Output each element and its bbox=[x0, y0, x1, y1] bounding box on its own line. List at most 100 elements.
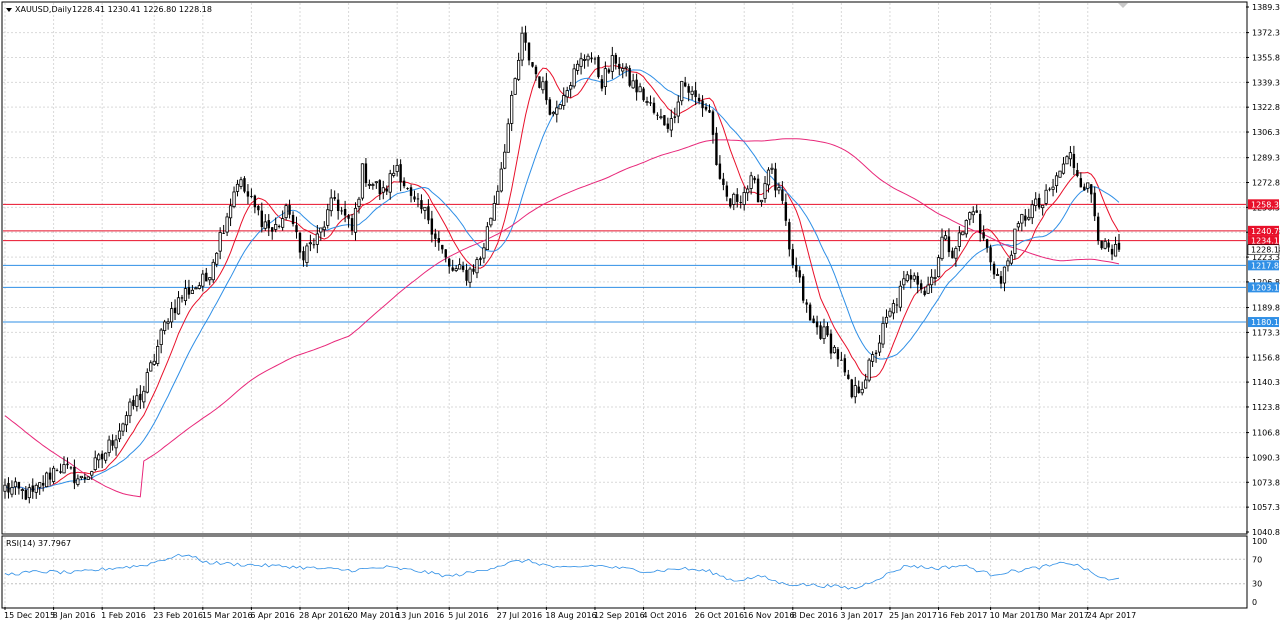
candle-body-down bbox=[1096, 216, 1100, 241]
ma-line-20 bbox=[4, 69, 1120, 490]
candle-body-down bbox=[788, 222, 791, 250]
time-tick-label: 12 Sep 2016 bbox=[594, 611, 645, 620]
ohlc-readout: 1228.41 1230.41 1226.80 1228.18 bbox=[72, 5, 212, 14]
candle-body-up bbox=[45, 472, 49, 488]
rsi-tick-label: 0 bbox=[1252, 598, 1257, 607]
candle-body-down bbox=[336, 199, 340, 211]
candle-body-up bbox=[881, 322, 885, 345]
candle-body-up bbox=[936, 257, 941, 278]
candle-body-up bbox=[145, 372, 149, 393]
candle-body-down bbox=[736, 194, 739, 202]
candle-body-up bbox=[152, 360, 156, 365]
candle-body-up bbox=[503, 151, 507, 169]
candle-body-up bbox=[645, 101, 649, 103]
price-tick-label: 1289.30 bbox=[1252, 154, 1280, 163]
candle-body-down bbox=[83, 477, 87, 480]
candle-body-up bbox=[1002, 266, 1007, 284]
candle-body-up bbox=[555, 107, 559, 115]
level-price-tag-label: 1240.71 bbox=[1251, 227, 1280, 236]
candle-body-down bbox=[826, 325, 829, 336]
candle-body-up bbox=[759, 199, 764, 203]
candle-body-up bbox=[274, 224, 278, 230]
candle-body-down bbox=[923, 290, 926, 295]
candle-body-up bbox=[929, 276, 934, 286]
candle-body-down bbox=[534, 66, 538, 75]
candle-body-up bbox=[912, 275, 916, 280]
candle-body-up bbox=[1068, 152, 1073, 160]
candle-body-up bbox=[458, 264, 462, 270]
price-tick-label: 1073.80 bbox=[1252, 478, 1280, 487]
candle-body-down bbox=[420, 200, 423, 210]
candle-body-down bbox=[302, 251, 305, 261]
candle-body-up bbox=[926, 284, 930, 294]
candle-body-down bbox=[798, 270, 801, 278]
candle-body-up bbox=[97, 454, 101, 461]
candle-body-up bbox=[1016, 223, 1020, 228]
candle-body-up bbox=[1113, 243, 1118, 257]
candle-body-down bbox=[850, 379, 853, 398]
candle-body-down bbox=[31, 485, 34, 492]
price-tick-label: 1040.80 bbox=[1252, 528, 1280, 537]
level-price-tag-label: 1217.81 bbox=[1251, 261, 1280, 270]
candle-body-up bbox=[34, 484, 38, 493]
candle-body-up bbox=[124, 415, 129, 426]
candle-body-up bbox=[90, 471, 94, 476]
candle-body-up bbox=[211, 261, 215, 281]
candle-body-up bbox=[1009, 254, 1014, 264]
candle-body-up bbox=[329, 197, 333, 212]
candle-body-down bbox=[399, 164, 402, 183]
candle-body-up bbox=[423, 206, 427, 211]
price-tick-label: 1123.80 bbox=[1252, 403, 1280, 412]
candle-body-down bbox=[697, 97, 701, 101]
dropdown-triangle-icon[interactable] bbox=[6, 8, 12, 12]
candle-body-down bbox=[857, 386, 860, 393]
candle-body-up bbox=[680, 80, 684, 102]
price-axis[interactable]: 1389.30 1372.30 1355.80 1339.30 1322.80 1306.… bbox=[1246, 3, 1280, 607]
candle-body-down bbox=[55, 470, 59, 472]
candle-body-down bbox=[711, 111, 715, 135]
candle-body-down bbox=[704, 106, 708, 110]
candle-body-up bbox=[968, 212, 972, 220]
candle-body-down bbox=[527, 42, 531, 61]
candle-body-down bbox=[1037, 197, 1041, 208]
candle-body-down bbox=[843, 358, 847, 373]
candle-body-down bbox=[7, 483, 10, 493]
candle-body-up bbox=[770, 167, 774, 170]
candle-body-up bbox=[482, 247, 486, 259]
candle-body-up bbox=[357, 198, 361, 207]
candle-body-up bbox=[517, 59, 521, 80]
candle-body-down bbox=[951, 250, 954, 259]
candle-body-down bbox=[642, 88, 645, 101]
candle-body-up bbox=[659, 116, 663, 119]
candle-body-down bbox=[829, 333, 833, 354]
candle-body-up bbox=[159, 329, 163, 346]
candle-body-up bbox=[905, 274, 909, 282]
candle-body-down bbox=[753, 177, 756, 181]
candle-body-down bbox=[1072, 153, 1076, 168]
candle-body-up bbox=[176, 297, 181, 315]
time-tick-label: 28 Apr 2016 bbox=[299, 611, 348, 620]
candle-body-up bbox=[884, 316, 889, 324]
candle-body-up bbox=[326, 209, 330, 226]
candle-body-down bbox=[801, 276, 805, 301]
candle-body-down bbox=[756, 178, 760, 203]
candle-body-up bbox=[860, 388, 864, 394]
candle-body-up bbox=[971, 211, 975, 216]
candle-body-up bbox=[489, 217, 493, 226]
candle-body-down bbox=[298, 232, 302, 253]
candle-body-up bbox=[228, 205, 233, 219]
candle-body-down bbox=[350, 218, 354, 231]
candle-body-down bbox=[999, 276, 1003, 284]
candle-body-down bbox=[618, 63, 621, 69]
candle-body-up bbox=[499, 168, 503, 192]
time-tick-label: 10 Mar 2017 bbox=[990, 611, 1041, 620]
candle-body-down bbox=[257, 205, 260, 211]
candle-body-up bbox=[496, 190, 500, 205]
candle-body-up bbox=[954, 248, 958, 259]
candle-body-down bbox=[985, 239, 989, 248]
chart-shift-marker-icon[interactable] bbox=[1118, 3, 1128, 8]
candle-body-up bbox=[468, 268, 472, 283]
candle-body-up bbox=[169, 308, 174, 323]
